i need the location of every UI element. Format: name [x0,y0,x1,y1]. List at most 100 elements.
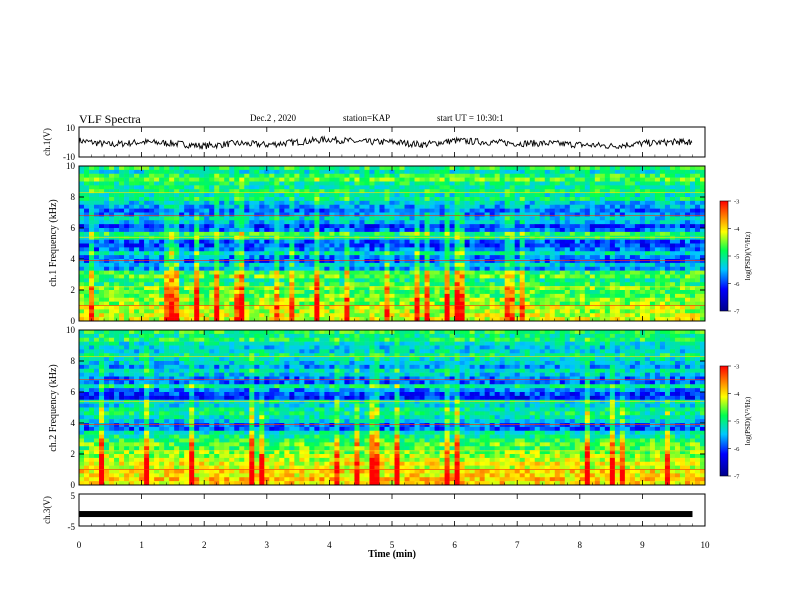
spectrogram-cell [689,197,696,202]
spectrogram-cell [249,247,255,252]
spectrogram-cell [279,224,285,229]
spectrogram-cell [239,301,245,306]
spectrogram-cell [419,313,425,318]
spectrogram-cell [464,235,470,240]
spectrogram-cell [534,290,541,295]
spectrogram-cell [369,286,375,291]
spectrogram-cell [684,208,691,213]
spectrogram-cell [584,166,591,171]
spectrogram-cell [614,251,621,256]
spectrogram-cell [304,255,310,260]
spectrogram-cell [134,239,140,244]
spectrogram-cell [624,166,631,171]
spectrogram-cell [549,189,556,194]
spectrogram-cell [439,185,445,190]
spectrogram-cell [669,177,676,182]
spectrogram-cell [229,309,235,314]
spectrogram-cell [439,243,445,248]
spectrogram-cell [379,266,385,271]
spectrogram-cell [104,293,110,299]
spectrogram-cell [594,177,601,182]
spectrogram-cell [279,204,285,209]
ch1-ylabel: ch.1(V) [42,128,52,156]
spectrogram-cell [359,266,365,271]
spectrogram-cell [644,220,651,225]
spectrogram-cell [324,208,330,213]
spectrogram-cell [534,313,541,318]
spectrogram-cell [79,293,85,299]
spectrogram-cell [574,220,581,225]
spectrogram-cell [304,313,310,318]
spectrogram-cell [614,243,621,248]
spectrogram-cell [364,181,370,186]
spectrogram-cell [464,220,470,225]
spectrogram-cell [239,309,245,314]
spectrogram-cell [399,169,405,175]
spectrogram-cell [199,181,205,186]
spectrogram-cell [144,313,150,318]
spectrogram-cell [419,286,425,291]
spectrogram-cell [504,305,510,310]
spectrogram-cell [544,274,551,279]
spectrogram-cell [289,305,295,310]
spectrogram-cell [154,169,160,175]
spectrogram-cell [674,231,681,237]
spectrogram-cell [699,266,706,271]
spectrogram-cell [84,185,90,190]
spectrogram-cell [99,309,105,314]
spectrogram-cell [554,270,561,275]
spectrogram-cell [334,301,340,306]
spectrogram-cell [324,309,330,314]
spectrogram-cell [159,228,165,233]
spectrogram-cell [224,317,230,322]
spectrogram-cell [494,290,500,295]
spectrogram-cell [369,173,375,178]
spectrogram-cell [169,231,175,237]
spectrogram-cell [489,290,495,295]
spectrogram-cell [174,313,180,318]
spectrogram-cell [199,270,205,275]
spectrogram-cell [164,166,170,171]
spectrogram-cell [269,212,275,217]
spectrogram-cell [609,166,616,171]
spectrogram-cell [594,208,601,213]
spectrogram-cell [574,313,581,318]
spectrogram-cell [304,200,310,206]
spectrogram-cell [164,231,170,237]
spectrogram-cell [134,243,140,248]
spectrogram-cell [244,228,250,233]
spectrogram-cell [169,301,175,306]
spectrogram-cell [99,220,105,225]
spectrogram-cell [689,297,696,302]
spectrogram-cell [274,169,280,175]
spectrogram-cell [589,251,596,256]
spectrogram-cell [444,313,450,318]
spectrogram-cell [524,259,531,264]
spectrogram-cell [429,270,435,275]
spectrogram-cell [494,166,500,171]
spectrogram-cell [639,216,646,221]
spectrogram-cell [439,166,445,171]
spectrogram-cell [624,301,631,306]
spectrogram-cell [94,235,100,240]
spectrogram-cell [354,200,360,206]
spectrogram-cell [214,197,220,202]
spectrogram-cell [189,270,195,275]
spectrogram-cell [519,235,526,240]
spectrogram-cell [314,177,320,182]
spectrogram-cell [174,197,180,202]
spectrogram-cell [119,235,125,240]
spectrogram-cell [624,317,631,322]
spectrogram-cell [194,177,200,182]
spectrogram-cell [189,259,195,264]
spectrogram-cell [294,208,300,213]
spectrogram-cell [254,270,260,275]
spectrogram-cell [124,224,130,229]
spectrogram-cell [199,235,205,240]
spectrogram-cell [229,216,235,221]
spectrogram-cell [154,290,160,295]
spectrogram-cell [94,317,100,322]
spectrogram-cell [354,243,360,248]
spectrogram-cell [94,262,100,268]
spectrogram-cell [499,274,505,279]
